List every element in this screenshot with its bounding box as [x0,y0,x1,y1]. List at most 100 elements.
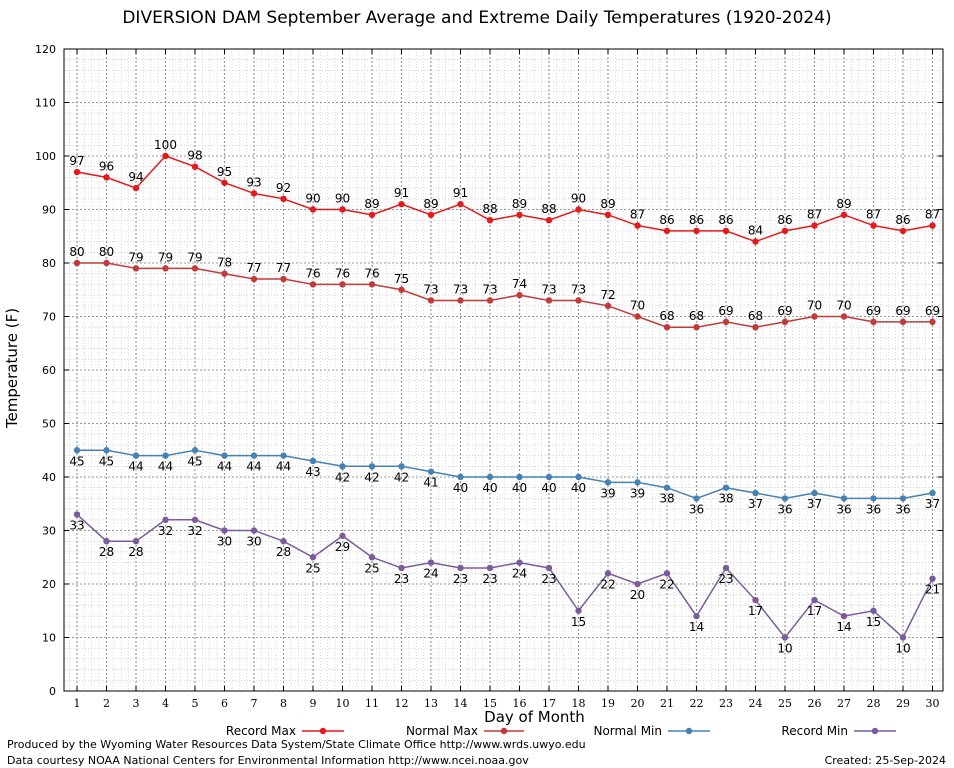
legend-marker-record-min [871,727,879,735]
legend-label-normal-max: Normal Max [406,724,478,738]
x-tick-label: 20 [631,697,645,710]
x-tick-label: 23 [719,697,733,710]
record-max-data-label: 87 [807,208,822,222]
record-max-data-label: 91 [453,186,468,200]
y-tick-label: 80 [42,257,56,270]
record-max-point [929,222,936,229]
record-max-point [722,227,730,235]
record-max-data-label: 86 [895,213,910,227]
record-max-point [604,211,612,219]
record-min-data-label: 22 [659,577,674,591]
normal-max-point [162,265,169,272]
x-axis-label: Day of Month [484,708,585,726]
record-min-data-label: 17 [807,604,822,618]
normal-min-point [368,463,376,470]
record-min-point [368,554,376,561]
record-max-data-label: 88 [541,202,556,216]
record-min-data-label: 24 [423,567,438,581]
record-min-point [929,575,936,582]
normal-min-point [339,463,346,470]
record-min-point [73,511,81,518]
record-min-data-label: 23 [718,572,733,586]
normal-min-data-label: 40 [571,481,586,495]
normal-min-point [427,468,435,475]
normal-max-point [811,313,818,320]
x-tick-label: 11 [365,697,379,710]
x-tick-label: 16 [513,697,527,710]
record-min-data-label: 32 [158,524,173,538]
normal-min-point [575,473,582,481]
record-max-point [103,174,110,181]
normal-max-point [840,313,848,320]
normal-max-data-label: 69 [925,304,940,318]
footer-created: Created: 25-Sep-2024 [824,754,946,767]
record-min-point [191,516,199,523]
normal-max-point [899,318,907,326]
record-min-data-label: 14 [836,620,851,634]
record-min-point [398,564,405,572]
record-max-point [811,222,818,229]
record-min-line [76,513,934,639]
record-max-point [457,200,464,208]
normal-max-line [77,262,933,328]
normal-min-point [103,447,110,454]
normal-min-data-label: 42 [335,470,350,484]
record-min-data-label: 22 [600,577,615,591]
record-min-data-label: 30 [217,535,232,549]
normal-max-data-label: 80 [99,245,114,259]
y-tick-label: 120 [35,43,56,56]
record-min-data-label: 17 [748,604,763,618]
record-max-point [250,190,258,197]
normal-max-data-label: 69 [718,304,733,318]
record-max-point [516,211,523,219]
record-min-point [427,559,435,566]
y-tick-label: 110 [35,97,56,110]
x-tick-label: 5 [192,697,199,710]
legend-label-normal-min: Normal Min [593,724,662,738]
normal-min-point [781,495,789,502]
record-min-point [752,596,759,604]
normal-max-point [693,324,700,331]
x-tick-label: 1 [74,697,81,710]
x-tick-label: 19 [601,697,615,710]
normal-min-data-label: 44 [217,460,232,474]
record-min-point [722,564,730,572]
record-max-point [693,227,700,235]
normal-max-point [309,281,317,288]
normal-max-point [339,281,346,288]
legend-label-record-min: Record Min [781,724,848,738]
normal-max-data-label: 74 [512,277,527,291]
normal-min-point [280,452,287,459]
record-max-data-label: 87 [866,208,881,222]
normal-max-point [545,297,553,304]
record-min-data-label: 20 [630,588,645,602]
normal-max-data-label: 76 [364,266,379,280]
normal-max-data-label: 69 [866,304,881,318]
normal-min-data-label: 42 [364,470,379,484]
record-max-point [339,206,346,213]
normal-max-data-label: 69 [777,304,792,318]
normal-max-data-label: 78 [217,256,232,270]
record-min-point [280,538,287,545]
normal-min-data-label: 36 [777,502,792,516]
normal-min-data-label: 45 [187,454,202,468]
normal-min-point [132,452,140,459]
record-max-point [221,179,228,186]
normal-max-data-label: 73 [423,282,438,296]
record-max-line [76,155,933,243]
normal-min-data-label: 40 [453,481,468,495]
record-min-data-label: 28 [276,545,291,559]
y-tick-label: 70 [42,311,56,324]
normal-max-data-label: 70 [836,299,851,313]
normal-max-point [427,297,435,304]
record-max-data-label: 100 [154,138,177,152]
record-min-point [309,554,317,561]
x-tick-label: 7 [251,697,258,710]
normal-min-data-label: 36 [836,502,851,516]
record-min-data-label: 10 [895,642,910,656]
normal-min-data-label: 44 [246,460,261,474]
record-max-data-label: 89 [600,197,615,211]
record-min-data-label: 15 [571,615,586,629]
x-tick-label: 9 [310,697,317,710]
record-max-data-label: 90 [335,192,350,206]
